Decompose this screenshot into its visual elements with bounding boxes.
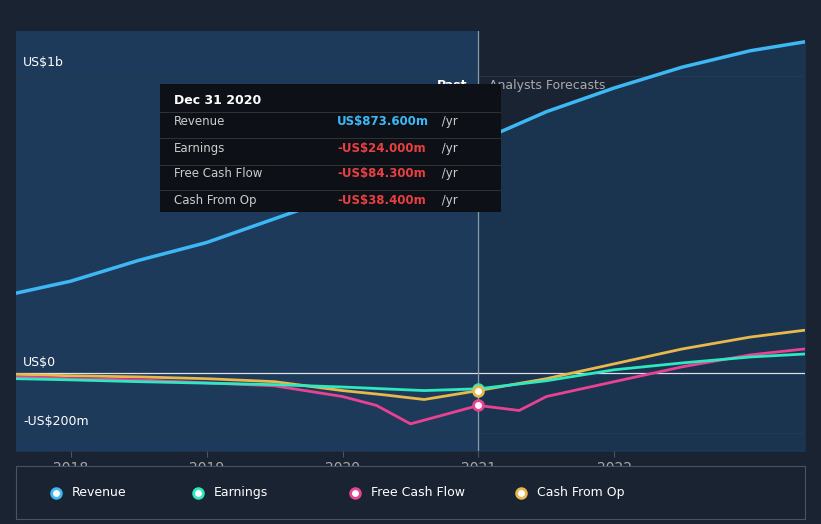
Text: -US$84.300m: -US$84.300m — [337, 167, 426, 180]
Text: Free Cash Flow: Free Cash Flow — [371, 486, 465, 499]
Text: Earnings: Earnings — [213, 486, 268, 499]
Text: Revenue: Revenue — [71, 486, 126, 499]
Text: /yr: /yr — [438, 115, 458, 128]
Text: Analysts Forecasts: Analysts Forecasts — [489, 79, 606, 92]
Text: US$0: US$0 — [23, 356, 57, 369]
Bar — [16, 31, 479, 451]
Text: Revenue: Revenue — [174, 115, 225, 128]
Text: Earnings: Earnings — [174, 141, 225, 155]
Text: Dec 31 2020: Dec 31 2020 — [174, 94, 261, 107]
Text: US$1b: US$1b — [23, 56, 64, 69]
Text: Cash From Op: Cash From Op — [174, 194, 256, 208]
Text: US$873.600m: US$873.600m — [337, 115, 429, 128]
Text: /yr: /yr — [438, 141, 458, 155]
Text: -US$24.000m: -US$24.000m — [337, 141, 426, 155]
Text: -US$38.400m: -US$38.400m — [337, 194, 426, 208]
Text: Free Cash Flow: Free Cash Flow — [174, 167, 262, 180]
Text: /yr: /yr — [438, 167, 458, 180]
Text: Past: Past — [437, 79, 468, 92]
Text: Cash From Op: Cash From Op — [537, 486, 624, 499]
Text: /yr: /yr — [438, 194, 458, 208]
Text: -US$200m: -US$200m — [23, 416, 89, 428]
